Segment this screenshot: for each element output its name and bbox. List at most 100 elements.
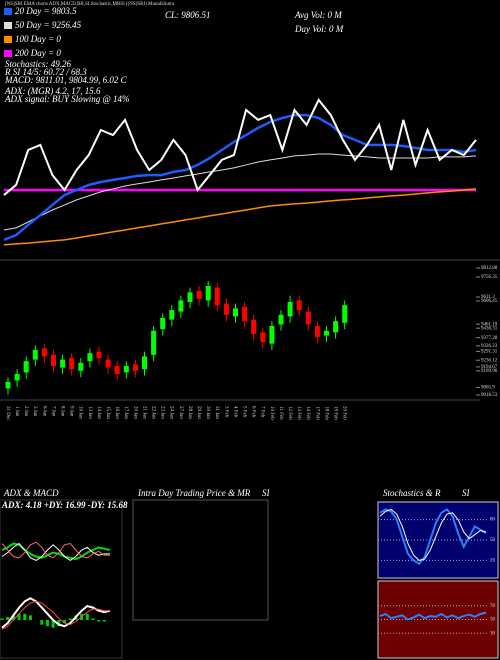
candle-body — [96, 351, 102, 358]
y-tick-label: 9812.88 — [481, 266, 498, 271]
macd-bar — [57, 620, 61, 627]
indicator-line — [1, 541, 110, 559]
candle-body — [142, 356, 147, 370]
y-tick-label: 80 — [490, 518, 496, 523]
x-tick-label: 3 Feb — [223, 406, 228, 418]
candle-body — [278, 314, 284, 325]
candle-body — [196, 290, 202, 299]
x-tick-label: 14 Feb — [305, 406, 310, 420]
close-label: CL: 9806.51 — [165, 10, 211, 20]
legend-swatch — [4, 36, 12, 43]
x-tick-label: 9 Jan — [69, 406, 74, 417]
x-tick-label: 18 Feb — [323, 406, 328, 420]
y-tick-label: 9606.45 — [481, 299, 498, 304]
legend-label: 100 Day = 0 — [15, 34, 61, 44]
x-tick-label: 12 Feb — [287, 406, 292, 420]
y-tick-label: 9756.35 — [481, 275, 498, 280]
x-tick-label: 10 Jan — [78, 406, 83, 419]
x-tick-label: 13 Feb — [296, 406, 301, 420]
x-tick-label: 6 Feb — [251, 406, 256, 418]
adx-panel — [0, 499, 123, 659]
candle-body — [305, 311, 311, 325]
x-tick-label: 10 Feb — [269, 406, 274, 420]
macd-bar — [91, 618, 95, 620]
candle-body — [132, 364, 138, 371]
y-tick-label: 9169.96 — [481, 369, 498, 374]
candle-body — [233, 308, 238, 317]
x-tick-label: 8 Jan — [59, 406, 64, 417]
x-tick-label: 16 Jan — [114, 406, 119, 419]
candle-body — [151, 330, 157, 355]
annotation: Avg Vol: 0 M — [294, 10, 342, 20]
y-tick-label: 20 — [490, 559, 496, 564]
macd-bar — [11, 615, 15, 620]
x-tick-label: 14 Jan — [96, 406, 101, 419]
macd-bar — [23, 613, 27, 620]
y-tick-label: 9326.23 — [481, 344, 498, 349]
x-tick-label: 20 Jan — [132, 406, 137, 419]
header: [NS]SBI EMA charts ADX,MACD,BB,SI,Stocha… — [5, 2, 175, 7]
macd-bar — [40, 620, 44, 625]
ma-line — [3, 188, 477, 246]
indicator-line — [379, 611, 487, 621]
x-tick-label: 31 Dec — [5, 406, 10, 421]
x-tick-label: 29 Jan — [196, 406, 201, 419]
annotation: ADX: (MGR) 4.2, 17, 15.6 — [4, 86, 101, 96]
panel-subtitle: SI — [462, 488, 471, 498]
x-tick-label: 17 Jan — [123, 406, 128, 419]
indicator-line — [1, 542, 111, 561]
candle-body — [324, 330, 329, 336]
candle-body — [223, 303, 229, 315]
macd-bar — [68, 618, 72, 620]
x-tick-label: 30 Jan — [205, 406, 210, 419]
x-tick-label: 31 Jan — [214, 406, 219, 419]
candle-body — [78, 362, 84, 371]
price-line — [3, 97, 477, 196]
legend-label: 20 Day = 9803.5 — [15, 6, 77, 16]
legend-label: 200 Day = 0 — [15, 48, 61, 58]
indicator-line — [379, 508, 487, 566]
intraday-panel — [132, 499, 269, 621]
x-tick-label: 17 Feb — [314, 406, 319, 420]
annotation: ADX signal: BUY Slowing @ 14% — [4, 94, 130, 104]
candle-body — [160, 318, 166, 330]
candle-body — [251, 319, 257, 334]
candle-body — [269, 326, 275, 344]
candle-body — [105, 359, 111, 368]
y-tick-label: 9065.9 — [481, 386, 495, 391]
macd-bar — [45, 620, 49, 627]
candle-body — [114, 366, 120, 374]
indicator-line — [1, 542, 110, 562]
panel-title: Stochastics & R — [383, 488, 441, 498]
y-tick-label: 9236.12 — [481, 358, 498, 363]
legend-label: 50 Day = 9256.45 — [15, 20, 82, 30]
x-tick-label: 21 Jan — [141, 406, 146, 419]
x-tick-label: 27 Jan — [178, 406, 183, 419]
x-tick-label: 7 Feb — [260, 406, 265, 418]
y-tick-label: 9377.28 — [481, 336, 498, 341]
legend-swatch — [4, 8, 12, 15]
x-tick-label: 24 Jan — [169, 406, 174, 419]
y-tick-label: 50 — [490, 538, 496, 543]
candle-body — [69, 358, 75, 370]
panel-title: Intra Day Trading Price & MR — [137, 488, 251, 498]
y-tick-label: 70 — [490, 604, 496, 609]
macd-bar — [6, 616, 10, 620]
candle-body — [178, 300, 184, 312]
ma-line — [3, 153, 477, 231]
macd-bar — [102, 620, 106, 622]
annotation: MACD: 9811.01, 9804.99, 6.02 C — [4, 75, 128, 85]
x-tick-label: 19 Feb — [332, 406, 337, 420]
panel-subtitle: SI — [262, 488, 271, 498]
y-tick-label: 30 — [490, 631, 496, 636]
macd-bar — [51, 620, 55, 628]
x-tick-label: 1 Jan — [14, 406, 19, 417]
indicator-line — [1, 600, 110, 630]
annotation: R SI 14/5: 60.72 / 68.3 — [4, 67, 87, 77]
macd-bar — [97, 620, 101, 622]
panel-title: ADX & MACD — [3, 488, 59, 498]
macd-bar — [85, 613, 89, 620]
candle-body — [314, 326, 320, 338]
y-tick-label: 9436.31 — [481, 326, 498, 331]
